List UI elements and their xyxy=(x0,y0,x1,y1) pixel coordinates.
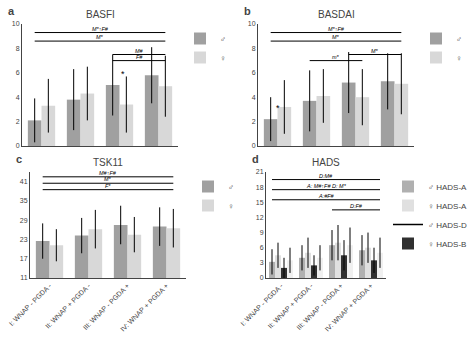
svg-text:11: 11 xyxy=(20,274,27,281)
svg-text:♂ HADS-D: ♂ HADS-D xyxy=(428,221,467,230)
svg-text:a: a xyxy=(8,5,15,17)
svg-text:15: 15 xyxy=(256,199,264,206)
svg-text:*: * xyxy=(276,103,280,113)
svg-text:4: 4 xyxy=(252,94,256,101)
svg-text:0: 0 xyxy=(16,142,20,149)
svg-text:♀: ♀ xyxy=(220,54,226,63)
svg-text:35: 35 xyxy=(20,197,28,204)
svg-text:18: 18 xyxy=(256,184,264,191)
svg-text:TSK11: TSK11 xyxy=(93,157,123,168)
svg-text:♂: ♂ xyxy=(228,183,234,192)
svg-text:♂ HADS-A: ♂ HADS-A xyxy=(428,183,467,192)
svg-text:M*: M* xyxy=(104,176,112,182)
svg-text:III: WNAP - PGDA +: III: WNAP - PGDA + xyxy=(82,282,131,331)
svg-text:0: 0 xyxy=(260,274,264,281)
svg-text:12: 12 xyxy=(256,214,264,221)
svg-text:♀ HADS-A: ♀ HADS-A xyxy=(428,202,467,211)
svg-text:6: 6 xyxy=(16,69,20,76)
svg-text:IV: WNAP + PGDA +: IV: WNAP + PGDA + xyxy=(119,282,170,333)
svg-text:M#: M# xyxy=(135,48,144,54)
svg-text:8: 8 xyxy=(252,45,256,52)
svg-text:29: 29 xyxy=(20,217,28,224)
svg-text:6: 6 xyxy=(260,244,264,251)
svg-text:A: M#↑F# D: M*: A: M#↑F# D: M* xyxy=(306,183,347,189)
svg-text:♂: ♂ xyxy=(220,35,226,44)
svg-text:IV: WNAP + PGDA +: IV: WNAP + PGDA + xyxy=(324,282,375,333)
svg-text:HADS: HADS xyxy=(312,157,340,168)
svg-text:♂: ♂ xyxy=(456,35,462,44)
svg-text:D:M#: D:M# xyxy=(319,173,333,179)
svg-text:M*↑F#: M*↑F# xyxy=(328,26,345,32)
svg-text:F#: F# xyxy=(136,54,143,60)
svg-text:9: 9 xyxy=(260,229,264,236)
svg-text:M*: M* xyxy=(371,48,379,54)
svg-text:3: 3 xyxy=(260,259,264,266)
svg-text:c: c xyxy=(16,153,22,165)
svg-text:I: WNAP - PGDA -: I: WNAP - PGDA - xyxy=(8,282,53,327)
svg-text:10: 10 xyxy=(12,20,20,27)
svg-text:A:#F#: A:#F# xyxy=(318,193,335,199)
svg-text:8: 8 xyxy=(16,45,20,52)
svg-text:BASFI: BASFI xyxy=(86,9,115,20)
svg-text:4: 4 xyxy=(16,94,20,101)
svg-text:M*: M* xyxy=(332,34,340,40)
svg-text:2: 2 xyxy=(252,118,256,125)
svg-text:d: d xyxy=(252,153,259,165)
svg-text:♀ HADS-B: ♀ HADS-B xyxy=(428,240,466,249)
svg-text:m*: m* xyxy=(332,54,340,60)
svg-text:21: 21 xyxy=(256,168,264,175)
svg-text:BASDAI: BASDAI xyxy=(318,9,355,20)
svg-text:17: 17 xyxy=(20,255,28,262)
svg-text:III: WNAP - PGDA +: III: WNAP - PGDA + xyxy=(295,282,344,331)
svg-text:II: WNAP + PGDA -: II: WNAP + PGDA - xyxy=(267,282,315,330)
svg-text:2: 2 xyxy=(16,118,20,125)
svg-text:M*↑F#: M*↑F# xyxy=(92,26,109,32)
svg-text:0: 0 xyxy=(252,142,256,149)
svg-text:I: WNAP - PGDA -: I: WNAP - PGDA - xyxy=(239,282,284,327)
svg-text:♀: ♀ xyxy=(456,54,462,63)
svg-text:*: * xyxy=(121,69,125,79)
svg-text:6: 6 xyxy=(252,69,256,76)
svg-text:M#↑F#: M#↑F# xyxy=(99,170,117,176)
svg-text:II: WNAP + PGDA -: II: WNAP + PGDA - xyxy=(44,282,92,330)
svg-text:b: b xyxy=(244,5,251,17)
svg-text:F*: F* xyxy=(105,183,111,189)
svg-text:23: 23 xyxy=(20,236,28,243)
svg-text:D:F#: D:F# xyxy=(350,203,363,209)
svg-text:41: 41 xyxy=(20,178,28,185)
svg-text:M*: M* xyxy=(96,34,104,40)
svg-text:10: 10 xyxy=(248,20,256,27)
svg-text:♀: ♀ xyxy=(228,202,234,211)
